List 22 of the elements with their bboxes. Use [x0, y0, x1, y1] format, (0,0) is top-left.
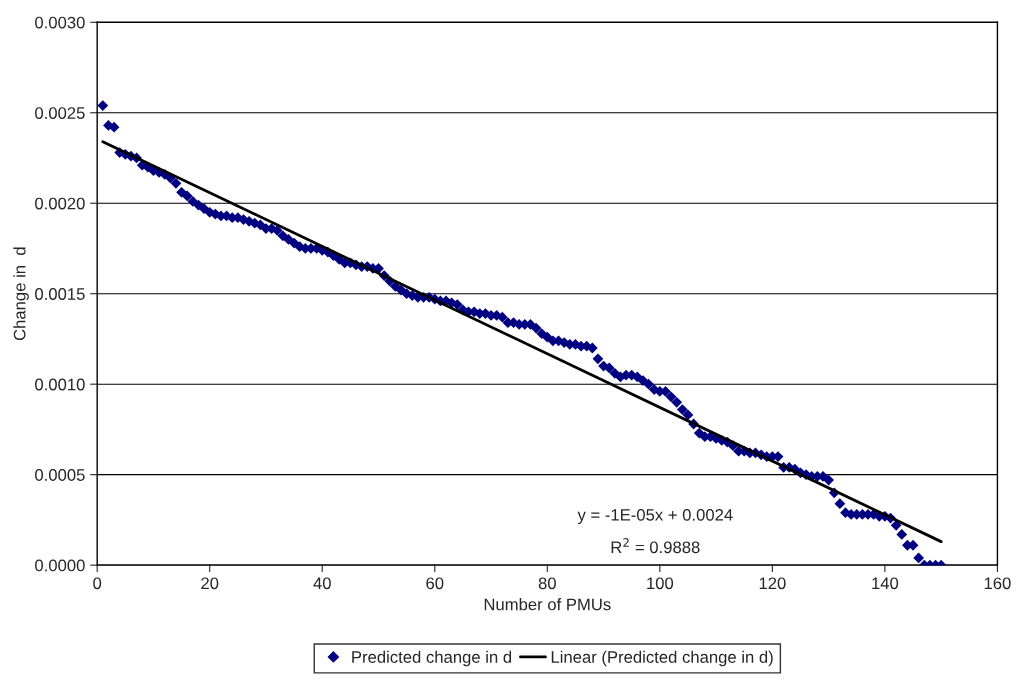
- annotation: y = -1E-05x + 0.0024: [577, 508, 733, 525]
- x-tick-label: 60: [426, 577, 444, 590]
- x-tick-label: 0: [93, 577, 102, 590]
- y-tick-label: 0.0015: [35, 288, 85, 300]
- y-tick-label: 0.0000: [35, 559, 85, 572]
- y-tick-label: 0.0020: [35, 197, 85, 210]
- legend-label: Predicted change in d: [352, 650, 512, 667]
- y-tick-label: 0.0025: [35, 107, 85, 119]
- annotation: R$^{2}$ = 0.9888: [611, 538, 700, 554]
- y-tick-label: 0.0010: [35, 378, 85, 391]
- x-axis-title: Number of PMUs: [484, 598, 611, 611]
- x-tick-label: 80: [538, 577, 556, 590]
- y-tick-label: 0.0005: [35, 469, 85, 481]
- y-axis-title: Change in d: [13, 247, 29, 341]
- x-tick-label: 160: [984, 577, 1011, 590]
- x-tick-label: 40: [313, 577, 331, 590]
- x-tick-label: 120: [759, 577, 786, 590]
- x-tick-label: 100: [647, 577, 674, 590]
- y-tick-label: 0.0030: [35, 16, 85, 29]
- legend-label: Linear (Predicted change in d): [551, 650, 773, 667]
- x-tick-label: 20: [201, 577, 219, 590]
- x-tick-label: 140: [872, 577, 899, 590]
